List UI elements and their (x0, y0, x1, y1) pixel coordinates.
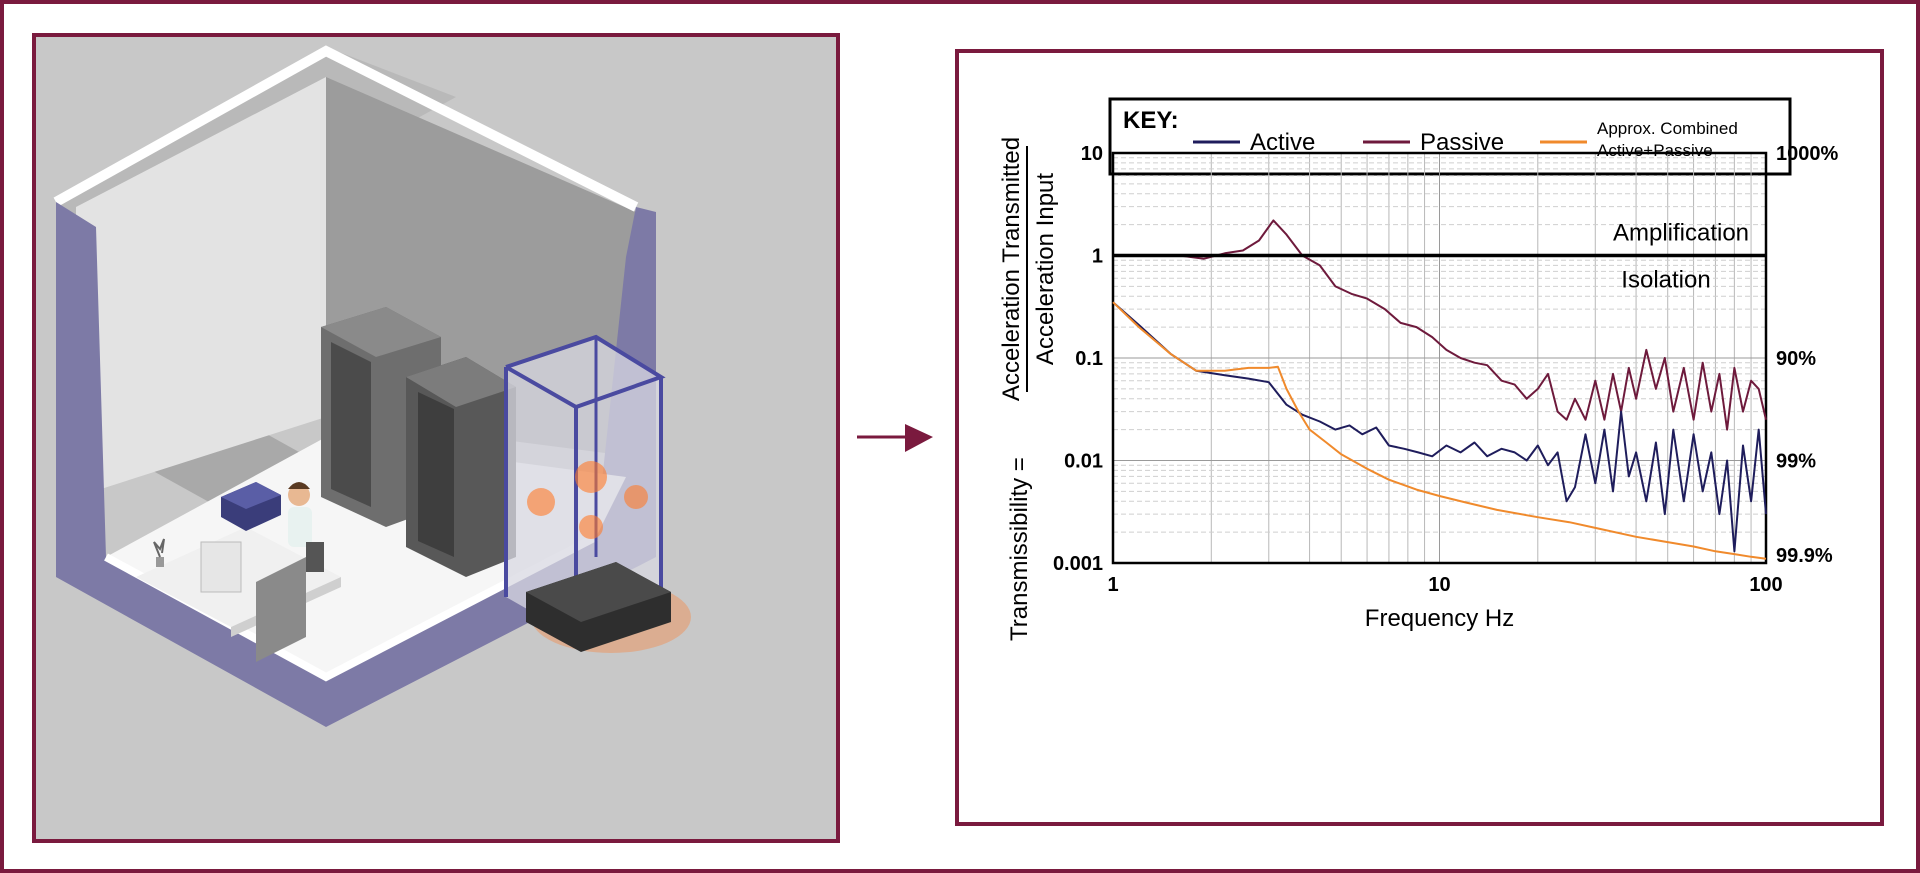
y-tick-label: 0.1 (1075, 348, 1103, 370)
series-line-approx-combined-active-passive (1112, 301, 1767, 560)
arrow-right-icon (857, 424, 933, 452)
isometric-lab-room-icon (53, 45, 691, 727)
y2-tick-label: 90% (1776, 348, 1816, 370)
y2-tick-label: 1000% (1776, 143, 1838, 165)
series-line-active (1112, 301, 1767, 553)
isolation-label: Isolation (1621, 267, 1710, 294)
plot-area (1111, 151, 1768, 565)
x-tick-label: 100 (1749, 574, 1782, 596)
lab-room-illustration (32, 33, 840, 843)
legend-label-combined-line2: Active+Passive (1597, 141, 1713, 160)
y2-tick-label: 99% (1776, 451, 1816, 473)
y-tick-label: 0.01 (1064, 451, 1103, 473)
legend-label-active: Active (1250, 129, 1315, 156)
x-axis-label: Frequency Hz (1365, 605, 1514, 632)
amplification-label: Amplification (1613, 220, 1749, 247)
y2-tick-label: 99.9% (1776, 545, 1833, 567)
legend-box (1108, 97, 1792, 176)
legend-label-combined-line1: Approx. Combined (1597, 119, 1738, 138)
y-tick-label: 10 (1081, 143, 1103, 165)
y-axis-label: Transmissibility = Acceleration Transmit… (998, 137, 1059, 641)
axis-ticks: 1 10 100 10 1 0.1 0.01 0.001 1000% 90% 99% 99.9% (1053, 143, 1839, 596)
transmissibility-chart: KEY: Active Passive Approx. Combined Act… (998, 97, 1839, 641)
series-line-passive (1113, 219, 1767, 431)
plot-frame (1111, 151, 1768, 565)
x-tick-label: 1 (1107, 574, 1118, 596)
y-tick-label: 1 (1092, 246, 1103, 268)
y-axis-label-prefix: Transmissibility = (1006, 457, 1033, 641)
legend-label-passive: Passive (1420, 129, 1504, 156)
x-tick-label: 10 (1428, 574, 1450, 596)
chart-panel (955, 49, 1884, 826)
y-axis-label-denominator: Acceleration Input (1032, 173, 1059, 365)
chart-series (1112, 219, 1767, 560)
legend-title: KEY: (1123, 107, 1179, 134)
y-axis-label-numerator: Acceleration Transmitted (998, 137, 1025, 401)
y-tick-label: 0.001 (1053, 553, 1103, 575)
